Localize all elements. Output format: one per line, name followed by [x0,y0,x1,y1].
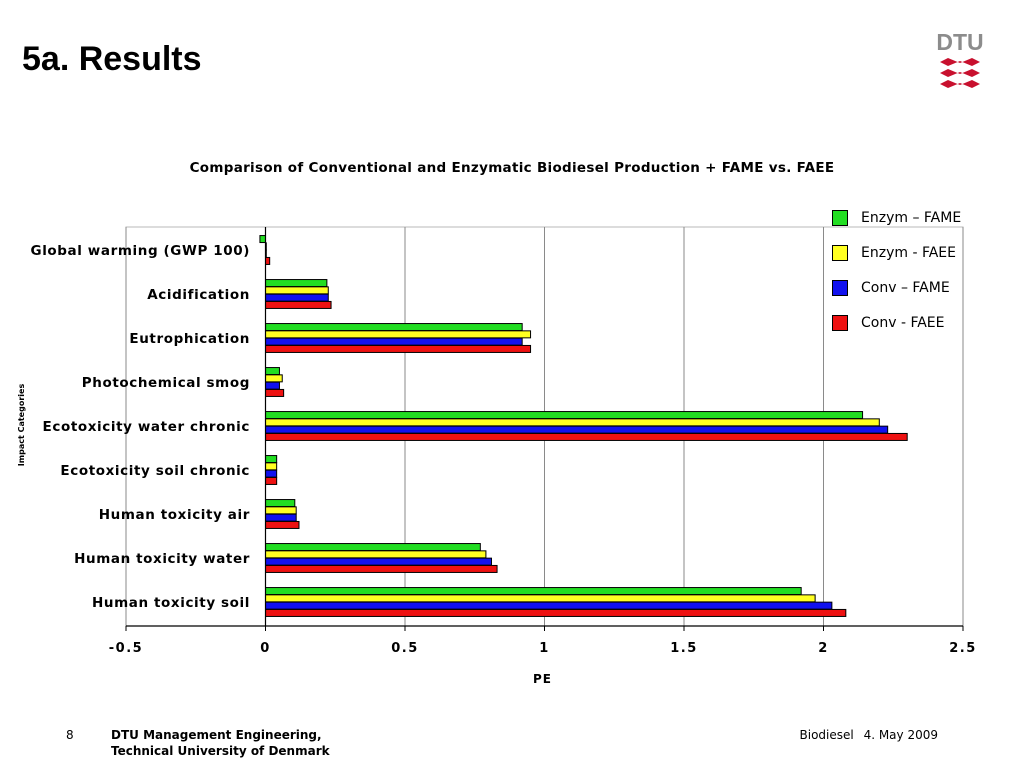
bar-series3-cat0 [265,256,271,265]
bar-series1-cat3 [265,374,283,383]
category-label-1: Acidification [147,287,250,303]
legend-swatch-enzym-faee [832,245,848,261]
legend-label-enzym-faee: Enzym - FAEE [861,245,956,261]
x-tick-label-1: 0 [260,641,271,656]
x-axis-title: PE [533,672,552,686]
bar-series3-cat5 [265,476,278,485]
legend-swatch-conv-fame [832,280,848,296]
footer-org-line2: Technical University of Denmark [111,744,330,758]
category-label-4: Ecotoxicity water chronic [43,419,250,435]
bar-series0-cat2 [265,323,523,332]
page-number: 8 [66,728,74,742]
x-tick-label-6: 2.5 [949,641,977,656]
bar-series0-cat3 [265,367,280,376]
legend-swatch-conv-faee [832,315,848,331]
bar-series2-cat5 [265,469,278,478]
dtu-logo: DTU [936,29,984,88]
category-label-0: Global warming (GWP 100) [31,243,250,259]
category-label-2: Eutrophication [129,331,250,347]
bar-series3-cat3 [265,388,285,397]
x-tick-label-3: 1 [539,641,550,656]
slide-title: 5a. Results [22,40,202,78]
bar-series2-cat6 [265,513,297,522]
bar-series2-cat7 [265,557,492,566]
bar-series3-cat6 [265,520,300,529]
bar-series1-cat6 [265,506,297,515]
dtu-logo-mark [940,58,980,88]
bar-series2-cat1 [265,293,329,302]
bar-series3-cat8 [265,608,847,617]
x-tick-label-4: 1.5 [670,641,698,656]
category-label-6: Human toxicity air [99,507,250,523]
footer-topic: Biodiesel [799,728,854,742]
legend-label-enzym-fame: Enzym – FAME [861,210,962,226]
bar-series1-cat1 [265,286,329,295]
bar-series0-cat7 [265,543,481,552]
category-label-8: Human toxicity soil [92,595,250,611]
footer-date: 4. May 2009 [863,728,938,742]
bar-series1-cat5 [265,462,278,471]
bar-series0-cat5 [265,455,278,464]
bar-series2-cat8 [265,601,833,610]
bar-series0-cat1 [265,279,328,288]
x-tick-label-0: -0.5 [109,641,143,656]
bar-series2-cat4 [265,425,889,434]
bar-series2-cat3 [265,381,280,390]
bar-series1-cat2 [265,330,532,339]
legend-label-conv-fame: Conv – FAME [861,280,950,296]
bar-series2-cat2 [265,337,523,346]
legend-swatch-enzym-fame [832,210,848,226]
y-axis-title: Impact Categories [17,384,26,467]
footer-meta: Biodiesel 4. May 2009 [794,728,938,742]
bar-series1-cat7 [265,550,487,559]
chart-title: Comparison of Conventional and Enzymatic… [189,160,835,176]
bar-series3-cat2 [265,344,532,353]
bar-series3-cat4 [265,432,908,441]
bar-series1-cat4 [265,418,880,427]
category-label-7: Human toxicity water [74,551,250,567]
category-label-5: Ecotoxicity soil chronic [60,463,250,479]
bar-series3-cat7 [265,564,498,573]
bar-series1-cat8 [265,594,816,603]
dtu-logo-text: DTU [936,29,983,55]
bar-series0-cat8 [265,587,802,596]
x-tick-label-2: 0.5 [391,641,419,656]
category-label-3: Photochemical smog [82,375,250,391]
bar-series0-cat6 [265,499,296,508]
legend-label-conv-faee: Conv - FAEE [861,315,945,331]
bar-series3-cat1 [265,300,332,309]
x-tick-label-5: 2 [818,641,829,656]
bar-series0-cat4 [265,411,864,420]
footer-organization: DTU Management Engineering, Technical Un… [111,727,330,759]
footer-org-line1: DTU Management Engineering, [111,728,322,742]
bar-series0-cat0 [259,235,267,244]
